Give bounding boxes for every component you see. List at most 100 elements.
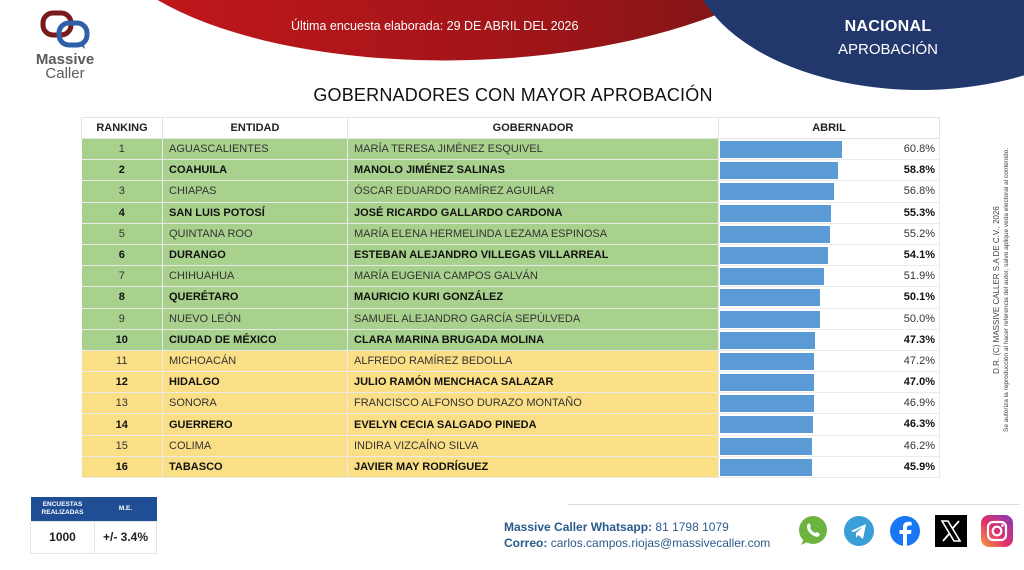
table-row: 8 QUERÉTARO MAURICIO KURI GONZÁLEZ 50.1%	[81, 286, 940, 309]
governor-cell: ALFREDO RAMÍREZ BEDOLLA	[347, 350, 719, 373]
approval-value: 47.3%	[903, 333, 935, 346]
instagram-icon[interactable]	[980, 514, 1014, 548]
table-row: 4 SAN LUIS POTOSÍ JOSÉ RICARDO GALLARDO CA…	[81, 202, 940, 224]
approval-bar	[720, 289, 821, 307]
approval-bar	[720, 225, 831, 243]
chat-bubbles-icon	[40, 10, 90, 49]
approval-cell: 47.0%	[718, 371, 940, 394]
footer-divider	[568, 504, 1020, 505]
col-header-abril: ABRIL	[718, 117, 940, 139]
approval-cell: 50.0%	[718, 308, 940, 330]
table-row: 5 QUINTANA ROO MARÍA ELENA HERMELINDA LEZA…	[81, 223, 940, 245]
approval-cell: 50.1%	[718, 286, 940, 309]
governor-cell: CLARA MARINA BRUGADA MOLINA	[347, 329, 719, 351]
approval-bar	[720, 352, 815, 370]
survey-stats-table: ENCUESTAS REALIZADAS M.E. 1000 +/- 3.4%	[30, 497, 157, 554]
approval-bar	[720, 246, 829, 264]
approval-bar	[720, 310, 820, 328]
approval-value: 51.9%	[903, 270, 935, 283]
approval-value: 54.1%	[903, 248, 935, 261]
entity-cell: NUEVO LEÓN	[162, 308, 348, 330]
table-row: 13 SONORA FRANCISCO ALFONSO DURAZO MONTAÑO…	[81, 392, 940, 415]
table-row: 14 GUERRERO EVELYN CECIA SALGADO PINEDA 46.…	[81, 413, 940, 436]
approval-bar	[720, 141, 842, 158]
approval-value: 46.3%	[903, 418, 935, 431]
rank-cell: 7	[81, 265, 163, 288]
entity-cell: AGUASCALIENTES	[162, 138, 348, 161]
approval-bar	[720, 183, 834, 201]
stats-surveys-value: 1000	[30, 520, 95, 554]
rank-cell: 13	[81, 392, 163, 415]
approval-value: 46.9%	[903, 397, 935, 410]
col-header-ranking: RANKING	[81, 117, 163, 139]
approval-cell: 55.2%	[718, 223, 940, 245]
entity-cell: COAHUILA	[162, 159, 348, 182]
whatsapp-number[interactable]: 81 1798 1079	[655, 520, 729, 534]
governor-cell: JAVIER MAY RODRÍGUEZ	[347, 456, 719, 479]
approval-cell: 47.3%	[718, 329, 940, 351]
approval-value: 50.1%	[903, 291, 935, 304]
logo-text-caller: Caller	[45, 65, 85, 82]
whatsapp-icon[interactable]	[796, 514, 830, 548]
entity-cell: SAN LUIS POTOSÍ	[162, 202, 348, 224]
page-title: GOBERNADORES CON MAYOR APROBACIÓN	[313, 85, 713, 105]
col-header-gobernador: GOBERNADOR	[347, 117, 719, 139]
x-icon[interactable]	[934, 514, 968, 548]
massive-caller-logo: Massive Caller	[28, 10, 102, 81]
scope-title: NACIONAL	[844, 18, 932, 35]
approval-bar	[720, 458, 812, 476]
entity-cell: SONORA	[162, 392, 348, 415]
approval-bar	[720, 331, 815, 349]
approval-cell: 58.8%	[718, 159, 940, 182]
entity-cell: MICHOACÁN	[162, 350, 348, 373]
approval-cell: 56.8%	[718, 180, 940, 203]
approval-cell: 54.1%	[718, 244, 940, 267]
table-row: 15 COLIMA INDIRA VIZCAÍNO SILVA 46.2%	[81, 435, 940, 457]
governor-cell: MARÍA TERESA JIMÉNEZ ESQUIVEL	[347, 138, 719, 161]
entity-cell: COLIMA	[162, 435, 348, 457]
rank-cell: 6	[81, 244, 163, 267]
rank-cell: 4	[81, 202, 163, 224]
stats-margin-value: +/- 3.4%	[94, 520, 157, 554]
approval-cell: 45.9%	[718, 456, 940, 479]
approval-cell: 47.2%	[718, 350, 940, 373]
email-link[interactable]: carlos.campos.riojas@massivecaller.com	[550, 536, 771, 550]
rank-cell: 15	[81, 435, 163, 457]
table-header-row: RANKING ENTIDAD GOBERNADOR ABRIL	[81, 117, 940, 139]
approval-value: 55.3%	[903, 206, 935, 219]
social-links	[796, 514, 1014, 548]
entity-cell: GUERRERO	[162, 413, 348, 436]
table-row: 1 AGUASCALIENTES MARÍA TERESA JIMÉNEZ ESQU…	[81, 138, 940, 161]
approval-value: 55.2%	[903, 227, 935, 240]
governor-cell: INDIRA VIZCAÍNO SILVA	[347, 435, 719, 457]
approval-value: 56.8%	[903, 185, 935, 198]
approval-bar	[720, 204, 831, 222]
governor-cell: MARÍA EUGENIA CAMPOS GALVÁN	[347, 265, 719, 288]
email-label: Correo:	[504, 536, 548, 550]
approval-cell: 46.3%	[718, 413, 940, 436]
table-row: 16 TABASCO JAVIER MAY RODRÍGUEZ 45.9%	[81, 456, 940, 479]
approval-bar	[720, 162, 838, 180]
entity-cell: DURANGO	[162, 244, 348, 267]
table-row: 3 CHIAPAS ÓSCAR EDUARDO RAMÍREZ AGUILAR 56.…	[81, 180, 940, 203]
rank-cell: 2	[81, 159, 163, 182]
table-row: 2 COAHUILA MANOLO JIMÉNEZ SALINAS 58.8%	[81, 159, 940, 182]
reproduction-note: Se autoriza la reproducción al hacer ref…	[1003, 147, 1010, 433]
governor-cell: FRANCISCO ALFONSO DURAZO MONTAÑO	[347, 392, 719, 415]
approval-cell: 51.9%	[718, 265, 940, 288]
approval-cell: 55.3%	[718, 202, 940, 224]
telegram-icon[interactable]	[842, 514, 876, 548]
approval-value: 45.9%	[903, 460, 935, 473]
approval-bar	[720, 416, 813, 434]
approval-value: 47.2%	[903, 354, 935, 367]
rank-cell: 10	[81, 329, 163, 351]
rank-cell: 3	[81, 180, 163, 203]
entity-cell: HIDALGO	[162, 371, 348, 394]
entity-cell: CHIHUAHUA	[162, 265, 348, 288]
governor-cell: ESTEBAN ALEJANDRO VILLEGAS VILLARREAL	[347, 244, 719, 267]
approval-value: 60.8%	[903, 143, 935, 155]
governor-cell: MARÍA ELENA HERMELINDA LEZAMA ESPINOSA	[347, 223, 719, 245]
facebook-icon[interactable]	[888, 514, 922, 548]
approval-value: 50.0%	[903, 312, 935, 325]
rank-cell: 16	[81, 456, 163, 479]
